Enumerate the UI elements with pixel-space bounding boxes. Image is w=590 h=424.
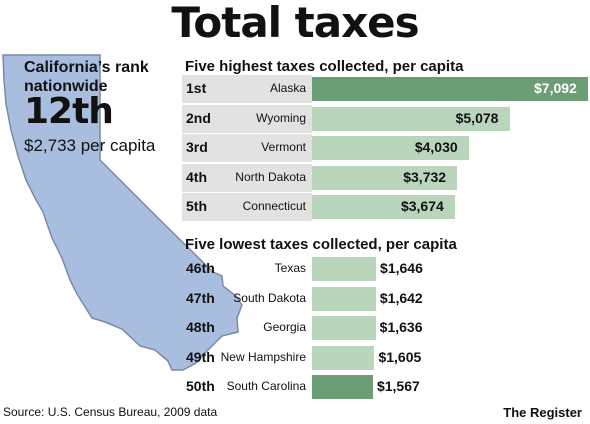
ca-rank-label: California’s rank nationwide: [24, 59, 149, 95]
bar: [312, 345, 375, 370]
value-label: $1,642: [379, 289, 423, 306]
lowest-section-title: Five lowest taxes collected, per capita: [185, 236, 457, 253]
state-label: Alaska: [269, 81, 306, 95]
bar-row: 3rd Vermont $4,030: [182, 134, 590, 162]
bar-row: 47th South Dakota $1,642: [182, 285, 590, 313]
rank-label: 3rd: [186, 139, 208, 155]
state-label: Vermont: [261, 140, 306, 154]
bar-row: 2nd Wyoming $5,078: [182, 104, 590, 133]
bar-row: 48th Georgia $1,636: [182, 314, 590, 342]
value-label: $1,605: [378, 348, 422, 365]
value-label: $1,567: [376, 378, 420, 394]
bar-row: 5th Connecticut $3,674: [182, 193, 590, 221]
bar: [312, 286, 376, 311]
rank-label: 4th: [186, 168, 207, 185]
state-label: South Carolina: [226, 379, 306, 393]
bar: [312, 316, 376, 340]
value-label: $1,636: [379, 319, 423, 335]
bar-row: 4th North Dakota $3,732: [182, 163, 590, 192]
bar: [312, 77, 588, 101]
rank-label: 46th: [186, 260, 215, 276]
rank-label: 1st: [186, 80, 207, 96]
bar-row: 50th South Carolina $1,567: [182, 373, 590, 401]
state-label: South Dakota: [233, 290, 306, 305]
state-label: Texas: [274, 261, 306, 275]
bar-row: 46th Texas $1,646: [182, 255, 590, 283]
bar-row: 49th New Hampshire $1,605: [182, 344, 590, 372]
california-shape: [2, 54, 243, 371]
value-label: $4,030: [414, 139, 458, 155]
highest-section-title: Five highest taxes collected, per capita: [185, 58, 464, 75]
bar: [312, 257, 377, 281]
value-label: $1,646: [380, 260, 423, 276]
state-label: New Hampshire: [220, 349, 306, 364]
state-label: Georgia: [263, 320, 306, 334]
credit: The Register: [503, 405, 582, 420]
bar: [312, 195, 455, 219]
chart-title: Total taxes: [171, 0, 419, 47]
rank-label: 50th: [186, 378, 215, 394]
value-label: $5,078: [455, 109, 499, 126]
bar: [312, 106, 510, 131]
value-label: $3,732: [403, 168, 447, 185]
state-label: Connecticut: [242, 199, 306, 213]
bar-row: 1st Alaska $7,092: [182, 75, 590, 103]
bar: [312, 165, 458, 190]
bar: [312, 136, 469, 160]
value-label: $7,092: [534, 80, 577, 96]
bar: [312, 375, 373, 399]
rank-label: 2nd: [186, 109, 211, 126]
state-label: North Dakota: [235, 169, 306, 184]
state-label: Wyoming: [256, 110, 306, 125]
value-label: $3,674: [400, 198, 444, 214]
source-note: Source: U.S. Census Bureau, 2009 data: [3, 405, 218, 419]
rank-label: 5th: [186, 198, 207, 214]
rank-label: 47th: [186, 289, 215, 306]
ca-rank-number: 12th: [24, 91, 114, 132]
ca-per-capita: $2,733 per capita: [24, 136, 156, 155]
rank-label: 48th: [186, 319, 215, 335]
rank-label: 49th: [186, 348, 215, 365]
